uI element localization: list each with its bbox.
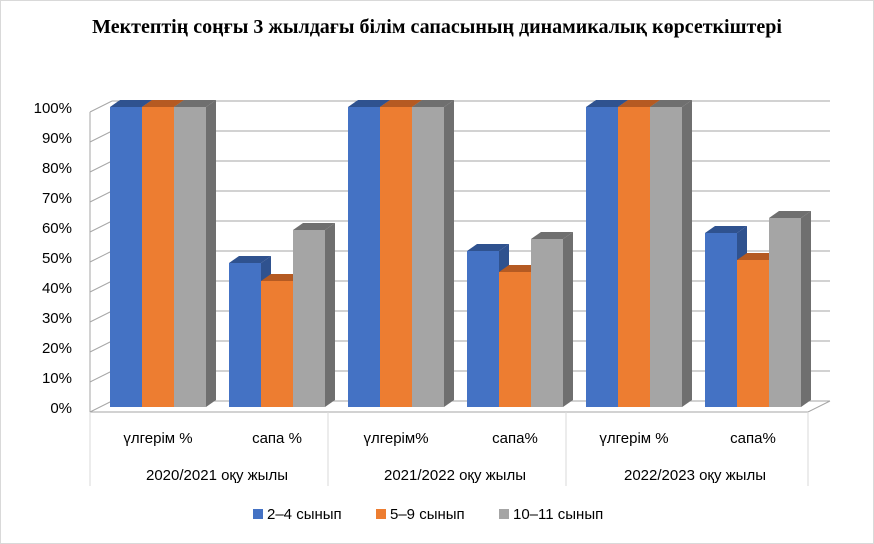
gridline-diagonal — [89, 370, 113, 383]
bar — [618, 107, 650, 407]
y-tick-label: 50% — [42, 250, 72, 267]
bar-side — [325, 223, 335, 407]
y-tick-label: 100% — [34, 100, 72, 117]
gridline-diagonal — [89, 340, 113, 353]
legend-label: 2–4 сынып — [267, 506, 342, 523]
group-label: 2022/2023 оқу жылы — [624, 467, 766, 484]
bar-top — [499, 265, 541, 272]
bar — [293, 230, 325, 407]
category-label: үлгерім % — [599, 430, 668, 447]
gridline-diagonal — [89, 100, 113, 113]
bar-top — [380, 100, 422, 107]
bar — [769, 218, 801, 407]
category-label: сапа % — [252, 430, 302, 447]
y-tick-label: 10% — [42, 370, 72, 387]
gridline-diagonal — [89, 310, 113, 323]
bar — [229, 263, 261, 407]
bar-top — [293, 223, 335, 230]
gridline-diagonal — [89, 130, 113, 143]
bar-side — [682, 100, 692, 407]
bar-top — [769, 211, 811, 218]
gridline-diagonal — [89, 160, 113, 173]
bar — [380, 107, 412, 407]
bar — [586, 107, 618, 407]
y-tick-label: 80% — [42, 160, 72, 177]
bar-top — [110, 100, 152, 107]
bar-top — [618, 100, 660, 107]
legend-swatch — [499, 509, 509, 519]
gridline-diagonal — [89, 400, 113, 413]
bar — [412, 107, 444, 407]
bar-top — [650, 100, 692, 107]
bar-side — [563, 232, 573, 407]
gridline-diagonal — [89, 250, 113, 263]
bar — [499, 272, 531, 407]
bar-top — [586, 100, 628, 107]
bar-top — [412, 100, 454, 107]
bar-top — [261, 274, 303, 281]
bar — [531, 239, 563, 407]
bar — [174, 107, 206, 407]
bar-side — [206, 100, 216, 407]
bar — [650, 107, 682, 407]
bar — [705, 233, 737, 407]
y-tick-label: 70% — [42, 190, 72, 207]
chart-title: Мектептің соңғы 3 жылдағы білім сапасыны… — [92, 16, 782, 38]
bar-top — [348, 100, 390, 107]
bar-top — [531, 232, 573, 239]
category-label: үлгерім% — [363, 430, 428, 447]
category-label: сапа% — [492, 430, 538, 447]
bar — [348, 107, 380, 407]
legend-swatch — [376, 509, 386, 519]
y-tick-label: 40% — [42, 280, 72, 297]
bar — [110, 107, 142, 407]
group-label: 2021/2022 оқу жылы — [384, 467, 526, 484]
bar — [737, 260, 769, 407]
legend-label: 5–9 сынып — [390, 506, 465, 523]
bar-top — [467, 244, 509, 251]
gridline-diagonal — [89, 190, 113, 203]
bar-side — [801, 211, 811, 407]
gridline-diagonal — [89, 280, 113, 293]
y-tick-label: 60% — [42, 220, 72, 237]
bar-top — [229, 256, 271, 263]
y-tick-label: 20% — [42, 340, 72, 357]
y-tick-label: 0% — [50, 400, 72, 417]
bar — [467, 251, 499, 407]
bar-top — [737, 253, 779, 260]
y-tick-label: 30% — [42, 310, 72, 327]
legend-swatch — [253, 509, 263, 519]
bar — [142, 107, 174, 407]
y-tick-label: 90% — [42, 130, 72, 147]
bar-side — [444, 100, 454, 407]
bar-top — [705, 226, 747, 233]
bar-top — [174, 100, 216, 107]
legend-label: 10–11 сынып — [513, 506, 603, 523]
group-label: 2020/2021 оқу жылы — [146, 467, 288, 484]
category-label: сапа% — [730, 430, 776, 447]
bar-top — [142, 100, 184, 107]
category-label: үлгерім % — [123, 430, 192, 447]
gridline-diagonal — [89, 220, 113, 233]
bar — [261, 281, 293, 407]
